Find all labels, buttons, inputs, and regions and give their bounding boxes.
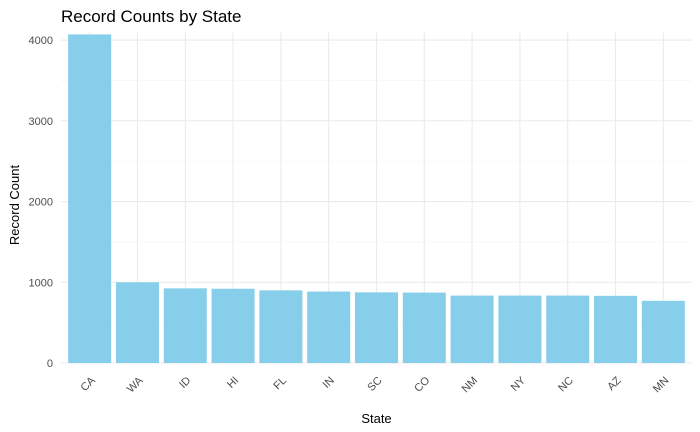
bar-id xyxy=(163,288,207,363)
chart-title: Record Counts by State xyxy=(61,7,241,26)
bar-mn xyxy=(641,300,685,363)
bars xyxy=(68,34,685,364)
x-axis-title: State xyxy=(361,411,391,426)
bar-wa xyxy=(115,282,159,363)
bar-ny xyxy=(498,295,542,363)
x-tick-label: NY xyxy=(509,374,529,394)
bar-sc xyxy=(354,292,399,363)
x-tick-label: WA xyxy=(125,374,146,395)
bar-ca xyxy=(68,34,112,364)
bar-hi xyxy=(211,288,255,363)
bar-nm xyxy=(450,295,494,363)
y-tick-label: 3000 xyxy=(29,116,53,128)
bar-az xyxy=(594,295,638,363)
x-tick-label: NC xyxy=(556,375,576,395)
x-tick-label: AZ xyxy=(605,374,624,393)
x-tick-label: CO xyxy=(412,374,432,394)
x-tick-label: CA xyxy=(79,374,99,394)
x-axis-ticks: CA WA ID HI FL IN SC CO NM NY NC AZ MN xyxy=(79,374,672,395)
y-axis-title: Record Count xyxy=(7,165,22,246)
y-tick-label: 4000 xyxy=(29,35,53,47)
y-tick-label: 2000 xyxy=(29,197,53,209)
x-tick-label: MN xyxy=(651,375,672,396)
bar-co xyxy=(402,292,446,363)
y-tick-label: 0 xyxy=(47,358,53,370)
x-tick-label: SC xyxy=(365,375,384,394)
x-tick-label: NM xyxy=(460,375,481,396)
bar-fl xyxy=(259,290,303,363)
x-tick-label: IN xyxy=(321,375,337,391)
x-tick-label: ID xyxy=(177,375,193,391)
bar-nc xyxy=(546,295,590,363)
bar-in xyxy=(307,291,351,363)
y-tick-label: 1000 xyxy=(29,277,53,289)
x-tick-label: FL xyxy=(271,375,289,393)
x-tick-label: HI xyxy=(225,375,241,391)
y-axis-ticks: 0 1000 2000 3000 4000 xyxy=(29,35,53,370)
